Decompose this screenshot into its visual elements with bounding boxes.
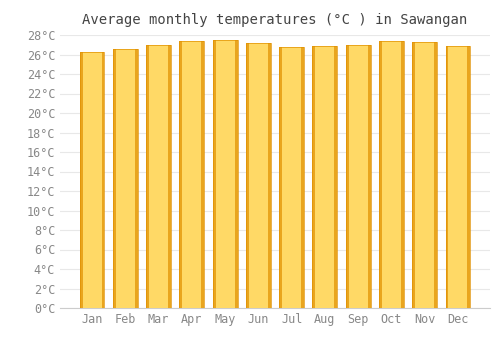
Bar xyxy=(401,41,404,308)
Bar xyxy=(246,43,249,308)
Bar xyxy=(446,46,448,308)
Bar xyxy=(279,47,304,308)
Bar xyxy=(312,46,316,308)
Bar xyxy=(212,40,238,308)
Bar xyxy=(113,49,116,308)
Bar xyxy=(146,45,149,308)
Bar xyxy=(80,51,104,308)
Bar xyxy=(346,45,370,308)
Bar xyxy=(446,46,470,308)
Bar xyxy=(80,51,82,308)
Bar xyxy=(279,47,304,308)
Bar xyxy=(180,41,204,308)
Bar xyxy=(146,45,171,308)
Bar xyxy=(80,51,104,308)
Bar xyxy=(234,40,238,308)
Title: Average monthly temperatures (°C ) in Sawangan: Average monthly temperatures (°C ) in Sa… xyxy=(82,13,468,27)
Bar xyxy=(279,47,282,308)
Bar xyxy=(312,46,338,308)
Bar xyxy=(412,42,437,308)
Bar xyxy=(180,41,204,308)
Bar xyxy=(412,42,415,308)
Bar xyxy=(212,40,238,308)
Bar xyxy=(135,49,138,308)
Bar xyxy=(202,41,204,308)
Bar xyxy=(268,43,271,308)
Bar xyxy=(379,41,404,308)
Bar xyxy=(312,46,338,308)
Bar xyxy=(434,42,437,308)
Bar xyxy=(146,45,171,308)
Bar xyxy=(301,47,304,308)
Bar xyxy=(379,41,404,308)
Bar xyxy=(346,45,370,308)
Bar xyxy=(379,41,382,308)
Bar xyxy=(168,45,171,308)
Bar xyxy=(368,45,370,308)
Bar xyxy=(334,46,338,308)
Bar xyxy=(102,51,104,308)
Bar xyxy=(113,49,138,308)
Bar xyxy=(113,49,138,308)
Bar xyxy=(246,43,271,308)
Bar xyxy=(246,43,271,308)
Bar xyxy=(412,42,437,308)
Bar xyxy=(346,45,348,308)
Bar xyxy=(180,41,182,308)
Bar xyxy=(212,40,216,308)
Bar xyxy=(468,46,470,308)
Bar xyxy=(446,46,470,308)
